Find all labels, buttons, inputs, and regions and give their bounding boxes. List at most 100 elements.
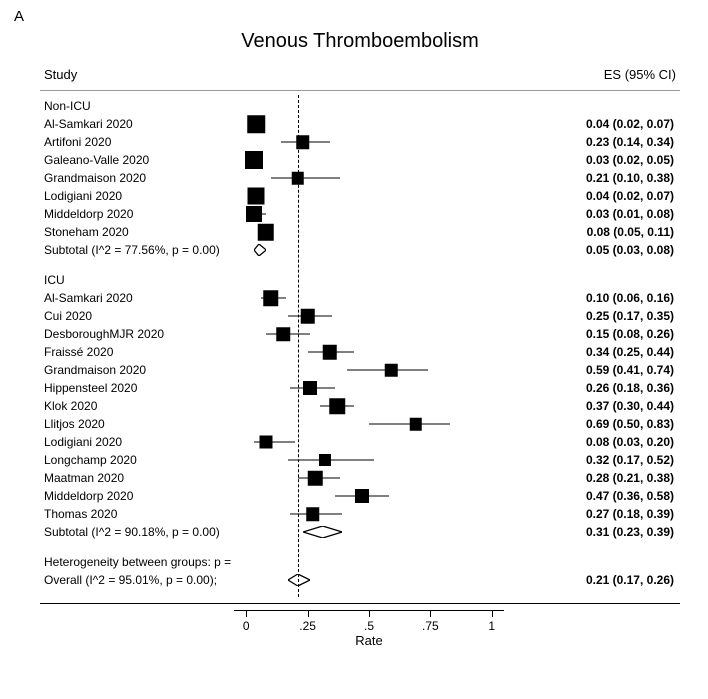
- point-marker: [308, 471, 323, 486]
- study-label: Lodigiani 2020: [40, 189, 234, 203]
- study-row: Lodigiani 2020 0.04 (0.02, 0.07): [40, 187, 680, 205]
- point-marker: [245, 151, 263, 169]
- axis-title: Rate: [234, 633, 504, 648]
- row-es: 0.28 (0.21, 0.38): [504, 471, 680, 485]
- study-label: Longchamp 2020: [40, 453, 234, 467]
- header-row: Study ES (95% CI): [40, 67, 680, 88]
- study-label: Llitjos 2020: [40, 417, 234, 431]
- row-plot: [234, 151, 504, 169]
- study-row: Grandmaison 20200.59 (0.41, 0.74): [40, 361, 680, 379]
- axis-tick-label: .5: [364, 619, 374, 633]
- row-plot: [234, 553, 504, 571]
- row-plot: [234, 451, 504, 469]
- row-plot: [234, 169, 504, 187]
- row-es: 0.04 (0.02, 0.07): [504, 189, 680, 203]
- study-row: Fraissé 20200.34 (0.25, 0.44): [40, 343, 680, 361]
- row-plot: [234, 397, 504, 415]
- row-es: 0.27 (0.18, 0.39): [504, 507, 680, 521]
- point-marker: [259, 436, 272, 449]
- diamond-marker: [254, 244, 266, 256]
- subtotal-label: Subtotal (I^2 = 90.18%, p = 0.00): [40, 525, 234, 539]
- row-plot: [234, 343, 504, 361]
- study-label: Grandmaison 2020: [40, 171, 234, 185]
- point-marker: [258, 224, 275, 241]
- row-plot: [234, 307, 504, 325]
- axis-line: 0.25.5.751: [234, 610, 504, 611]
- row-es: 0.10 (0.06, 0.16): [504, 291, 680, 305]
- forest-rows: Non-ICUAl-Samkari 20200.04 (0.02, 0.07)A…: [40, 95, 680, 597]
- axis-tick: [492, 611, 493, 617]
- row-es: 0.32 (0.17, 0.52): [504, 453, 680, 467]
- diamond-marker: [303, 526, 342, 538]
- row-es: 0.26 (0.18, 0.36): [504, 381, 680, 395]
- row-es: 0.37 (0.30, 0.44): [504, 399, 680, 413]
- row-es: 0.25 (0.17, 0.35): [504, 309, 680, 323]
- study-row: Longchamp 2020 0.32 (0.17, 0.52): [40, 451, 680, 469]
- study-row: Stoneham 20200.08 (0.05, 0.11): [40, 223, 680, 241]
- point-marker: [246, 206, 262, 222]
- axis-tick-label: .25: [299, 619, 316, 633]
- header-rule: [40, 90, 680, 91]
- study-label: Middeldorp 2020: [40, 489, 234, 503]
- point-marker: [303, 381, 317, 395]
- study-row: Cui 2020 0.25 (0.17, 0.35): [40, 307, 680, 325]
- row-plot: [234, 487, 504, 505]
- study-label: Klok 2020: [40, 399, 234, 413]
- row-plot: [234, 505, 504, 523]
- row-plot: [234, 379, 504, 397]
- subtotal-row: Subtotal (I^2 = 77.56%, p = 0.00)0.05 (0…: [40, 241, 680, 259]
- row-plot: [234, 433, 504, 451]
- row-plot: [234, 205, 504, 223]
- row-plot: [234, 523, 504, 541]
- group-name: ICU: [40, 273, 234, 287]
- study-label: Middeldorp 2020: [40, 207, 234, 221]
- study-label: Cui 2020: [40, 309, 234, 323]
- axis-tick: [430, 611, 431, 617]
- study-row: Llitjos 20200.69 (0.50, 0.83): [40, 415, 680, 433]
- study-row: DesboroughMJR 20200.15 (0.08, 0.26): [40, 325, 680, 343]
- point-marker: [247, 115, 265, 133]
- ci-line: [288, 460, 374, 461]
- point-marker: [355, 489, 369, 503]
- point-marker: [296, 135, 310, 149]
- row-es: 0.04 (0.02, 0.07): [504, 117, 680, 131]
- group-header: ICU: [40, 271, 680, 289]
- row-es: 0.23 (0.14, 0.34): [504, 135, 680, 149]
- row-plot: [234, 133, 504, 151]
- study-row: Middeldorp 20200.03 (0.01, 0.08): [40, 205, 680, 223]
- row-es: 0.03 (0.02, 0.05): [504, 153, 680, 167]
- row-plot: [234, 115, 504, 133]
- row-plot: [234, 271, 504, 289]
- row-es: 0.08 (0.03, 0.20): [504, 435, 680, 449]
- heterogeneity-label: Heterogeneity between groups: p = 0.000: [40, 555, 234, 569]
- page: A Venous Thromboembolism Study ES (95% C…: [0, 0, 708, 699]
- axis-tick-label: 1: [488, 619, 495, 633]
- study-row: Thomas 2020 0.27 (0.18, 0.39): [40, 505, 680, 523]
- panel-letter: A: [14, 8, 24, 25]
- study-label: Thomas 2020: [40, 507, 234, 521]
- point-marker: [263, 290, 279, 306]
- study-label: Hippensteel 2020: [40, 381, 234, 395]
- axis-top-rule: [40, 603, 680, 604]
- overall-label: Overall (I^2 = 95.01%, p = 0.00);: [40, 573, 234, 587]
- study-row: Grandmaison 20200.21 (0.10, 0.38): [40, 169, 680, 187]
- axis-tick-label: 0: [243, 619, 250, 633]
- row-plot: [234, 415, 504, 433]
- study-label: Maatman 2020: [40, 471, 234, 485]
- x-axis: 0.25.5.751 Rate: [234, 610, 504, 648]
- point-marker: [385, 364, 398, 377]
- axis-tick-label: .75: [422, 619, 439, 633]
- study-row: Lodigiani 20200.08 (0.03, 0.20): [40, 433, 680, 451]
- axis-tick: [246, 611, 247, 617]
- study-row: Maatman 2020 0.28 (0.21, 0.38): [40, 469, 680, 487]
- study-row: Galeano-Valle 20200.03 (0.02, 0.05): [40, 151, 680, 169]
- point-marker: [306, 507, 320, 521]
- diamond-marker: [288, 574, 310, 586]
- study-label: Fraissé 2020: [40, 345, 234, 359]
- point-marker: [322, 345, 337, 360]
- axis-tick: [369, 611, 370, 617]
- point-marker: [300, 309, 315, 324]
- forest-plot: Venous Thromboembolism Study ES (95% CI)…: [40, 20, 680, 680]
- row-plot: [234, 571, 504, 589]
- point-marker: [329, 398, 345, 414]
